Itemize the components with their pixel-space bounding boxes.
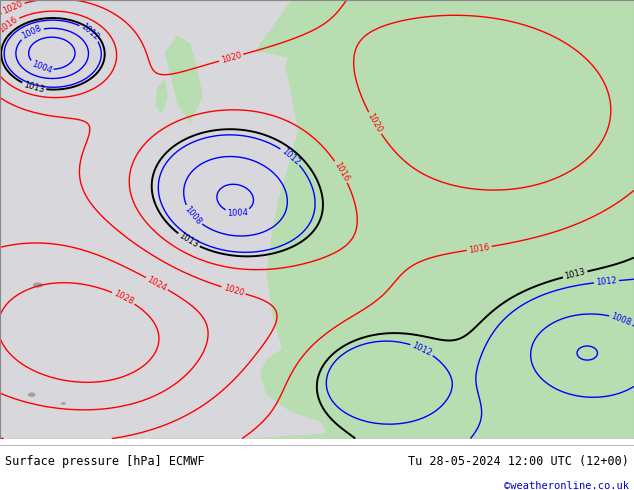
Text: 1012: 1012 (595, 276, 618, 287)
Text: 1024: 1024 (146, 274, 168, 293)
Polygon shape (254, 0, 342, 61)
Polygon shape (260, 342, 355, 421)
Text: 1020: 1020 (366, 112, 384, 135)
Polygon shape (241, 412, 634, 439)
Text: 1013: 1013 (23, 80, 45, 94)
Text: 1028: 1028 (112, 289, 135, 307)
Text: 1008: 1008 (183, 204, 203, 226)
Text: 1004: 1004 (30, 59, 53, 75)
Text: ©weatheronline.co.uk: ©weatheronline.co.uk (504, 481, 629, 490)
Polygon shape (155, 79, 168, 114)
Ellipse shape (28, 392, 36, 397)
Text: 1016: 1016 (332, 160, 351, 183)
Text: 1012: 1012 (79, 22, 101, 43)
Text: 1020: 1020 (1, 0, 24, 16)
Text: 1012: 1012 (411, 341, 434, 358)
Text: 1013: 1013 (178, 231, 200, 250)
Polygon shape (266, 0, 634, 439)
Text: Surface pressure [hPa] ECMWF: Surface pressure [hPa] ECMWF (5, 455, 205, 468)
Text: 1020: 1020 (222, 283, 245, 298)
Text: Tu 28-05-2024 12:00 UTC (12+00): Tu 28-05-2024 12:00 UTC (12+00) (408, 455, 629, 468)
Text: 1012: 1012 (280, 146, 301, 167)
Ellipse shape (61, 402, 66, 405)
Text: 1013: 1013 (564, 268, 586, 281)
Text: 1008: 1008 (20, 24, 43, 41)
Text: 1016: 1016 (468, 242, 490, 254)
Ellipse shape (33, 282, 43, 288)
Text: 1004: 1004 (227, 208, 249, 218)
Polygon shape (165, 35, 203, 123)
Text: 1008: 1008 (610, 312, 633, 327)
Text: 1016: 1016 (0, 15, 20, 34)
Text: 1020: 1020 (220, 50, 242, 65)
